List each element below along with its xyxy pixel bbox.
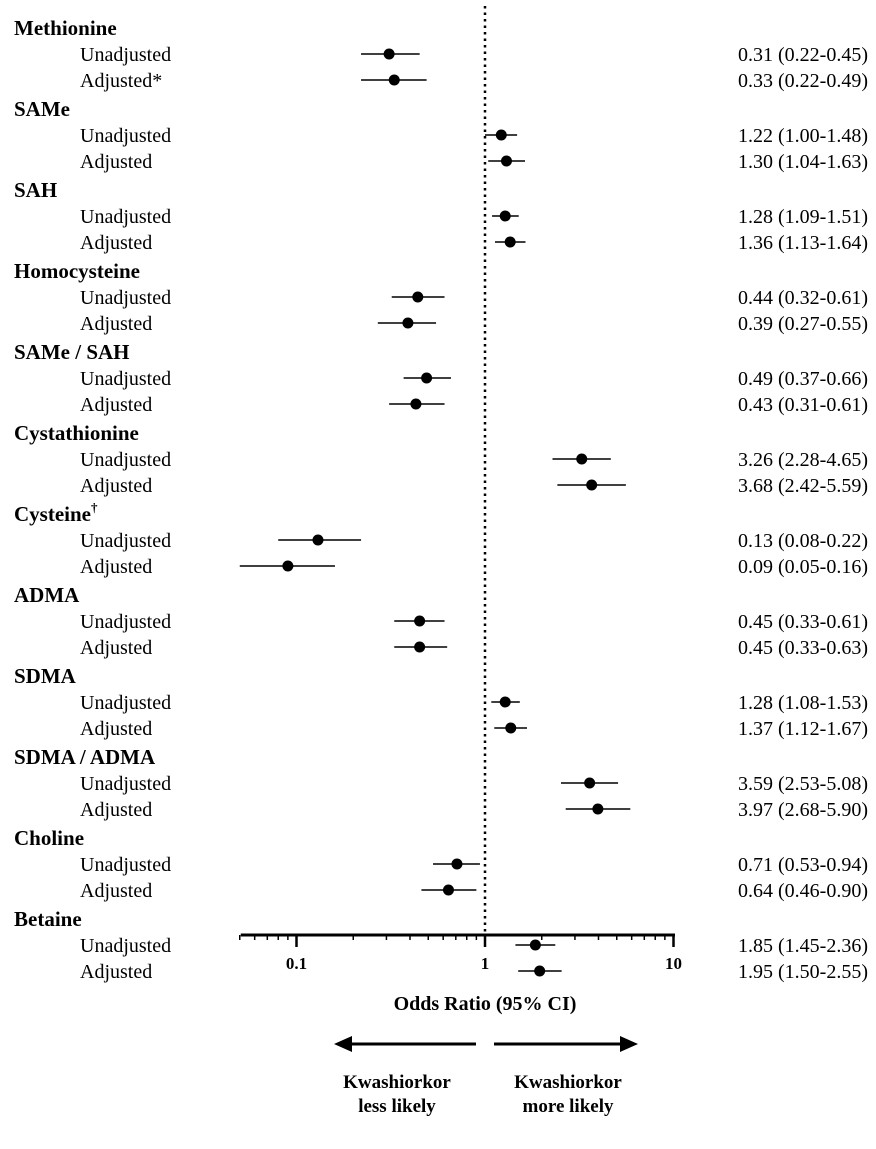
point-estimate [421,372,433,384]
row-label: Adjusted [80,961,152,983]
estimate-text: 0.45 (0.33-0.61) [738,611,868,633]
estimate-text: 1.28 (1.08-1.53) [738,692,868,714]
estimate-text: 0.44 (0.32-0.61) [738,287,868,309]
point-estimate [414,641,426,653]
estimate-text: 0.64 (0.46-0.90) [738,880,868,902]
point-estimate [414,615,426,627]
left-arrow-head [334,1036,352,1052]
point-estimate [412,291,424,303]
estimate-text: 0.49 (0.37-0.66) [738,368,868,390]
point-estimate [402,317,414,329]
group-label: SAMe [14,97,70,121]
row-label: Unadjusted [80,44,171,66]
row-label: Unadjusted [80,125,171,147]
row-label: Adjusted [80,880,152,902]
point-estimate [388,74,400,86]
row-label: Unadjusted [80,287,171,309]
group-label: SDMA / ADMA [14,745,156,769]
group-label: SDMA [14,664,77,688]
estimate-text: 3.59 (2.53-5.08) [738,773,868,795]
estimate-text: 1.30 (1.04-1.63) [738,151,868,173]
row-label: Unadjusted [80,449,171,471]
direction-label-left: less likely [358,1096,436,1117]
row-label: Adjusted [80,475,152,497]
x-axis-label: Odds Ratio (95% CI) [394,993,577,1015]
point-estimate [282,560,294,572]
point-estimate [499,210,511,222]
group-label: ADMA [14,583,80,607]
point-estimate [495,129,507,141]
row-label: Adjusted [80,799,152,821]
group-label: SAH [14,178,57,202]
point-estimate [451,858,463,870]
right-arrow-head [620,1036,638,1052]
estimate-text: 3.26 (2.28-4.65) [738,449,868,471]
estimate-text: 0.43 (0.31-0.61) [738,394,868,416]
row-label: Adjusted [80,151,152,173]
estimate-text: 1.85 (1.45-2.36) [738,935,868,957]
row-label: Adjusted* [80,70,162,92]
x-tick-label: 10 [665,954,682,973]
row-label: Unadjusted [80,773,171,795]
estimate-text: 0.33 (0.22-0.49) [738,70,868,92]
estimate-text: 0.39 (0.27-0.55) [738,313,868,335]
point-estimate [576,453,588,465]
group-label: SAMe / SAH [14,340,130,364]
row-label: Adjusted [80,556,152,578]
point-estimate [592,803,604,815]
estimate-text: 1.95 (1.50-2.55) [738,961,868,983]
estimate-text: 0.13 (0.08-0.22) [738,530,868,552]
point-estimate [442,884,454,896]
group-label: Cysteine† [14,500,98,526]
point-estimate [499,696,511,708]
estimate-text: 0.45 (0.33-0.63) [738,637,868,659]
estimate-text: 3.97 (2.68-5.90) [738,799,868,821]
point-estimate [534,965,546,977]
row-label: Adjusted [80,313,152,335]
estimate-text: 0.31 (0.22-0.45) [738,44,868,66]
row-label: Adjusted [80,718,152,740]
estimate-text: 1.36 (1.13-1.64) [738,232,868,254]
row-label: Unadjusted [80,368,171,390]
row-label: Unadjusted [80,692,171,714]
point-estimate [383,48,395,60]
group-label: Choline [14,826,84,850]
direction-label-right: Kwashiorkor [514,1072,622,1093]
row-label: Adjusted [80,637,152,659]
estimate-text: 1.22 (1.00-1.48) [738,125,868,147]
row-label: Unadjusted [80,854,171,876]
x-tick-label: 0.1 [286,954,307,973]
point-estimate [500,155,512,167]
estimate-text: 1.28 (1.09-1.51) [738,206,868,228]
row-label: Unadjusted [80,530,171,552]
estimate-text: 0.09 (0.05-0.16) [738,556,868,578]
estimate-text: 1.37 (1.12-1.67) [738,718,868,740]
point-estimate [505,722,517,734]
point-estimate [586,479,598,491]
estimate-text: 0.71 (0.53-0.94) [738,854,868,876]
group-label: Methionine [14,16,117,40]
row-label: Unadjusted [80,206,171,228]
point-estimate [312,534,324,546]
row-label: Unadjusted [80,611,171,633]
direction-label-right: more likely [523,1096,614,1117]
point-estimate [584,777,596,789]
group-label: Cystathionine [14,421,139,445]
row-label: Adjusted [80,232,152,254]
point-estimate [504,236,516,248]
group-label: Homocysteine [14,259,140,283]
point-estimate [529,939,541,951]
point-estimate [410,398,422,410]
x-tick-label: 1 [481,954,490,973]
footnote-marker: † [91,500,98,515]
estimate-text: 3.68 (2.42-5.59) [738,475,868,497]
row-label: Adjusted [80,394,152,416]
direction-label-left: Kwashiorkor [343,1072,451,1093]
group-label: Betaine [14,907,82,931]
row-label: Unadjusted [80,935,171,957]
